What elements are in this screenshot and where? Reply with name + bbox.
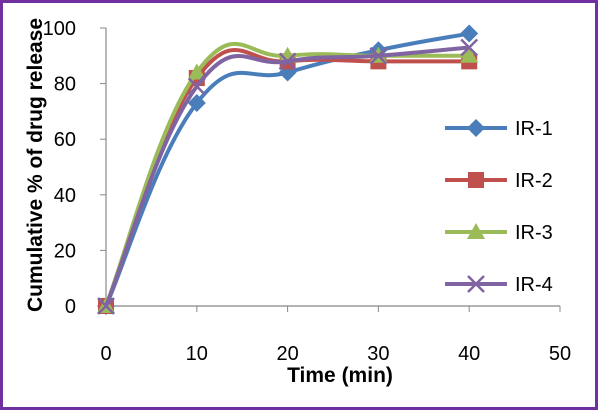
legend-marker <box>467 119 485 137</box>
legend-item: IR-1 <box>445 118 553 140</box>
y-tick-label: 100 <box>43 18 76 40</box>
data-point <box>460 38 479 57</box>
series-line <box>104 31 470 307</box>
legend-marker <box>467 223 485 239</box>
legend-item: IR-2 <box>445 170 553 192</box>
data-point <box>187 77 206 96</box>
y-tick-label: 0 <box>65 296 76 318</box>
legend-item: IR-3 <box>445 222 553 244</box>
legend-label: IR-1 <box>515 118 553 140</box>
x-tick-label: 50 <box>549 343 571 365</box>
legend-item: IR-4 <box>445 274 553 296</box>
tick-labels: 0 10 20 30 40 50 0 20 40 60 80 100 <box>43 18 572 365</box>
data-point <box>97 297 115 315</box>
y-axis-title: Cumulative % of drug release <box>24 18 47 312</box>
legend-marker <box>468 172 484 188</box>
x-axis-title: Time (min) <box>287 364 393 387</box>
x-tick-label: 0 <box>100 343 111 365</box>
x-tick-label: 10 <box>186 343 208 365</box>
series-line <box>104 48 470 307</box>
series-lines <box>97 24 479 315</box>
data-point <box>460 24 479 43</box>
series-ir-4 <box>97 38 479 315</box>
legend-label: IR-2 <box>515 170 553 192</box>
y-tick-label: 60 <box>54 129 76 151</box>
legend-label: IR-4 <box>515 274 553 296</box>
legend: IR-1 IR-2 IR-3 IR-4 <box>445 118 553 296</box>
x-tick-label: 30 <box>367 343 389 365</box>
data-point <box>187 63 206 80</box>
y-tick-label: 20 <box>54 240 76 262</box>
legend-label: IR-3 <box>515 222 553 244</box>
series-line <box>104 41 470 307</box>
x-tick-label: 20 <box>276 343 298 365</box>
axes <box>100 27 561 312</box>
series-line <box>104 45 470 307</box>
y-tick-label: 80 <box>54 74 76 96</box>
data-point <box>460 46 479 63</box>
legend-marker <box>467 275 485 293</box>
y-tick-label: 40 <box>54 185 76 207</box>
data-point <box>187 94 206 113</box>
x-tick-label: 40 <box>458 343 480 365</box>
data-point <box>278 52 297 71</box>
data-point <box>369 46 388 65</box>
